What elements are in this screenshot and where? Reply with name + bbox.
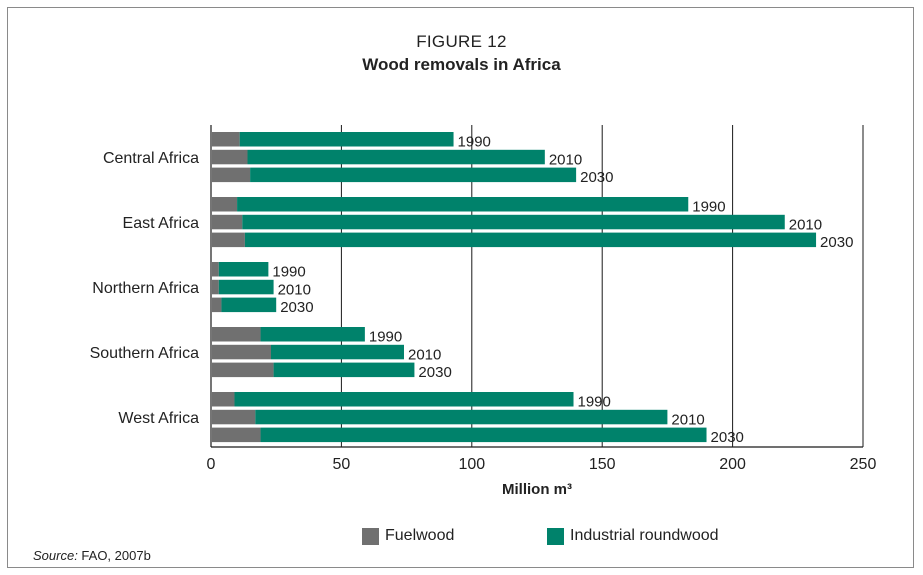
bar-fuelwood (212, 327, 261, 342)
category-label: West Africa (118, 410, 199, 427)
figure-number: FIGURE 12 (416, 32, 507, 51)
year-label: 2010 (278, 281, 311, 298)
legend-item-fuelwood: Fuelwood (362, 527, 454, 545)
bar-fuelwood (212, 214, 243, 230)
x-tick-label: 100 (458, 456, 485, 473)
bar-industrial-roundwood (218, 262, 269, 277)
bar-industrial-roundwood (250, 167, 577, 183)
figure-frame (7, 7, 914, 568)
source-note: Source: FAO, 2007b (33, 548, 151, 563)
figure-title: Wood removals in Africa (362, 55, 561, 74)
bar-fuelwood (212, 409, 256, 425)
legend-item-industrial: Industrial roundwood (547, 527, 719, 545)
x-axis-title: Million m³ (502, 481, 572, 498)
year-label: 2030 (418, 364, 451, 381)
bar-fuelwood (212, 149, 248, 165)
source-label: Source: (33, 548, 78, 563)
category-label: Northern Africa (92, 280, 199, 297)
year-label: 2030 (711, 429, 744, 446)
bar-industrial-roundwood (221, 297, 277, 313)
bar-fuelwood (212, 197, 238, 212)
x-tick-label: 150 (589, 456, 616, 473)
bar-fuelwood (212, 279, 219, 295)
legend-label-fuelwood: Fuelwood (385, 527, 455, 544)
bar-industrial-roundwood (237, 197, 689, 212)
year-label: 2030 (820, 234, 853, 251)
year-label: 1990 (272, 264, 305, 281)
year-label: 2010 (789, 216, 822, 233)
industrial-swatch (547, 527, 564, 545)
x-tick-label: 50 (333, 456, 351, 473)
bar-fuelwood (212, 262, 219, 277)
category-label: Southern Africa (90, 345, 200, 362)
category-label: East Africa (123, 215, 200, 232)
bar-industrial-roundwood (247, 149, 545, 165)
bar-industrial-roundwood (234, 392, 574, 407)
bar-fuelwood (212, 392, 235, 407)
year-label: 1990 (458, 134, 491, 151)
bar-fuelwood (212, 297, 222, 313)
year-label: 1990 (369, 329, 402, 346)
bar-fuelwood (212, 344, 271, 360)
x-tick-label: 0 (207, 456, 216, 473)
year-label: 2010 (671, 411, 704, 428)
fuelwood-swatch (362, 527, 379, 545)
year-label: 2030 (580, 169, 613, 186)
year-label: 2030 (280, 299, 313, 316)
bar-industrial-roundwood (239, 132, 454, 147)
bar-industrial-roundwood (270, 344, 404, 360)
bar-fuelwood (212, 427, 261, 443)
bar-fuelwood (212, 132, 240, 147)
bar-industrial-roundwood (260, 327, 365, 342)
bar-fuelwood (212, 232, 245, 248)
x-tick-label: 200 (719, 456, 746, 473)
bar-industrial-roundwood (260, 427, 707, 443)
year-label: 1990 (692, 199, 725, 216)
category-label: Central Africa (103, 150, 199, 167)
year-label: 1990 (578, 394, 611, 411)
bar-industrial-roundwood (242, 214, 785, 230)
legend-label-industrial: Industrial roundwood (570, 527, 719, 544)
x-tick-label: 250 (850, 456, 877, 473)
bar-industrial-roundwood (218, 279, 274, 295)
year-label: 2010 (549, 151, 582, 168)
bar-industrial-roundwood (244, 232, 817, 248)
bar-industrial-roundwood (255, 409, 668, 425)
bar-fuelwood (212, 167, 251, 183)
year-label: 2010 (408, 346, 441, 363)
source-text: FAO, 2007b (77, 548, 151, 563)
bar-fuelwood (212, 362, 274, 378)
bar-industrial-roundwood (273, 362, 415, 378)
